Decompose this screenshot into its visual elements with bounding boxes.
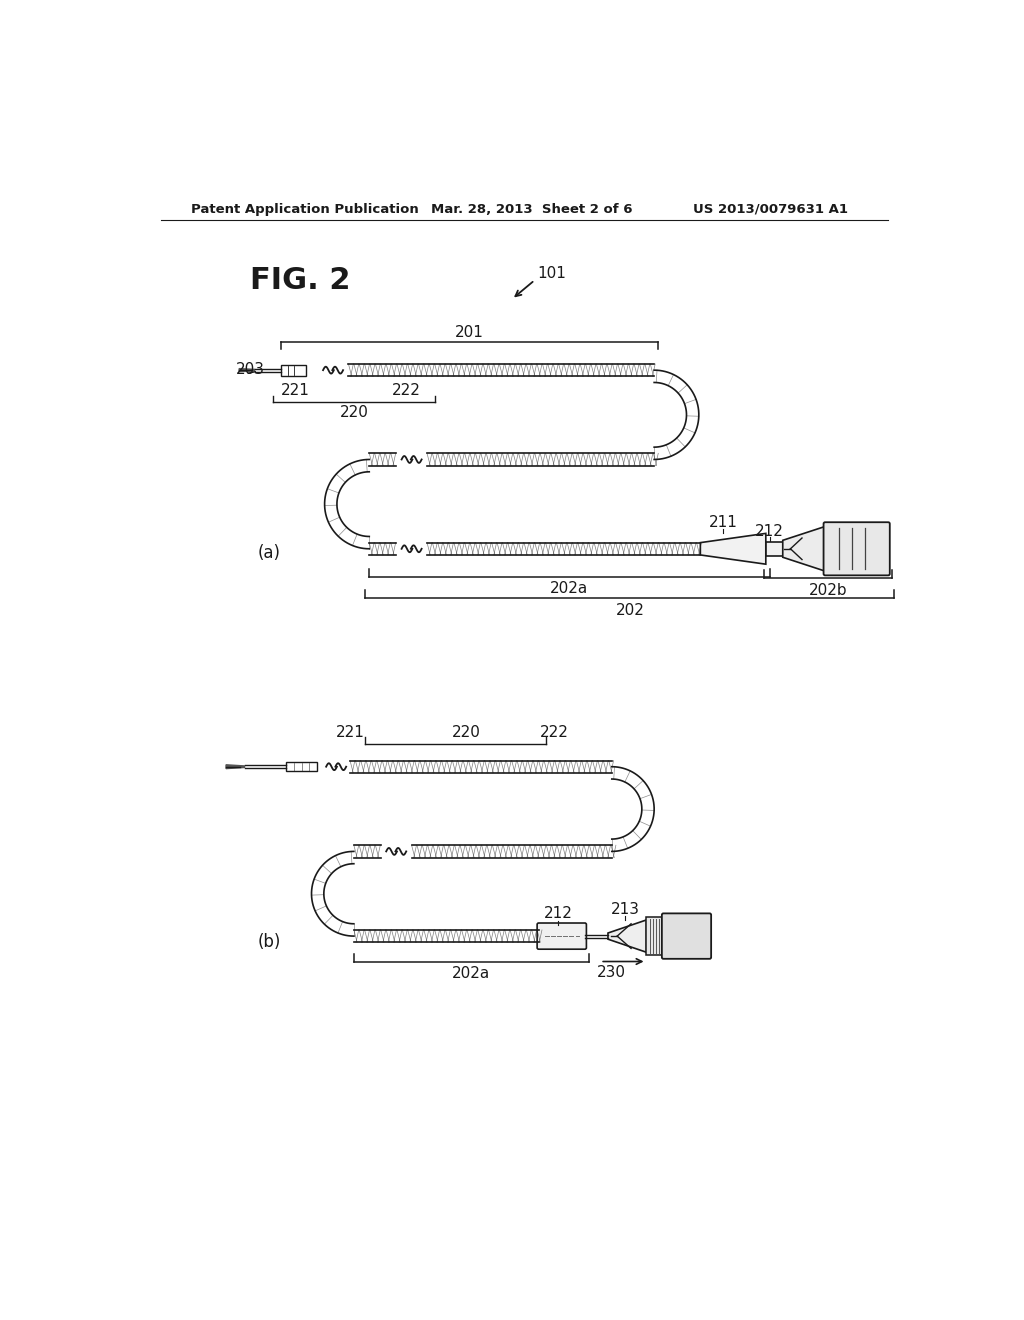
Text: US 2013/0079631 A1: US 2013/0079631 A1 <box>692 203 848 215</box>
Text: 201: 201 <box>455 325 483 341</box>
Text: 202b: 202b <box>809 583 848 598</box>
Text: 221: 221 <box>281 383 309 399</box>
Text: 212: 212 <box>544 907 572 921</box>
Text: 203: 203 <box>237 362 265 378</box>
Polygon shape <box>226 764 245 768</box>
Polygon shape <box>700 533 766 564</box>
Text: (b): (b) <box>258 933 281 952</box>
Bar <box>286 762 316 771</box>
Bar <box>766 541 782 556</box>
Text: 221: 221 <box>336 725 365 739</box>
Text: 220: 220 <box>452 725 480 741</box>
FancyBboxPatch shape <box>662 913 711 958</box>
Text: 230: 230 <box>597 965 627 979</box>
Text: (a): (a) <box>258 544 281 561</box>
Text: 202a: 202a <box>550 581 589 597</box>
Text: 220: 220 <box>339 405 369 420</box>
Text: 212: 212 <box>756 524 784 539</box>
Text: Patent Application Publication: Patent Application Publication <box>190 203 419 215</box>
Polygon shape <box>608 920 646 952</box>
Text: 222: 222 <box>392 383 421 399</box>
Bar <box>282 364 306 376</box>
Text: 202: 202 <box>615 603 644 618</box>
Polygon shape <box>782 527 825 572</box>
FancyBboxPatch shape <box>823 523 890 576</box>
Text: FIG. 2: FIG. 2 <box>250 265 350 294</box>
Text: 213: 213 <box>610 902 639 916</box>
Text: 101: 101 <box>538 267 566 281</box>
Text: 222: 222 <box>540 725 568 739</box>
Polygon shape <box>240 368 255 372</box>
FancyBboxPatch shape <box>538 923 587 949</box>
Text: 202a: 202a <box>453 966 490 981</box>
Text: 211: 211 <box>709 515 738 531</box>
Bar <box>646 917 664 956</box>
Text: Mar. 28, 2013  Sheet 2 of 6: Mar. 28, 2013 Sheet 2 of 6 <box>431 203 633 215</box>
